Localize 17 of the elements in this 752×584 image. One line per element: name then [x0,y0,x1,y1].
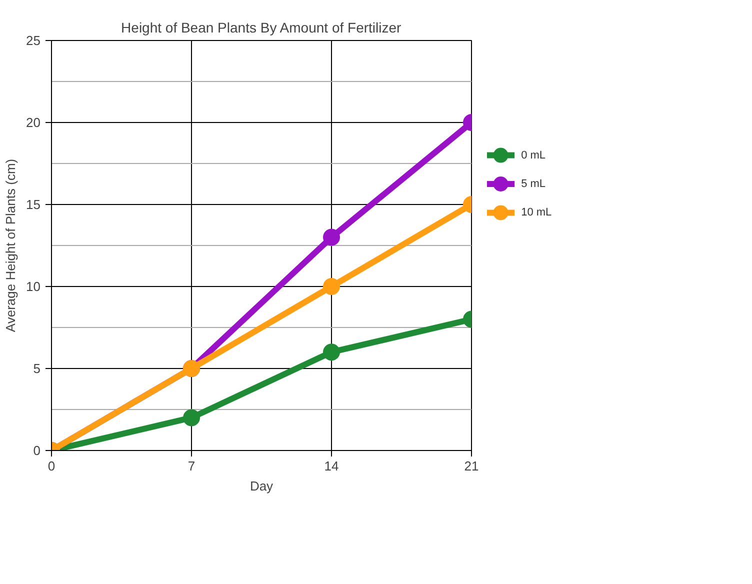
y-axis-title: Average Height of Plants (cm) [3,158,18,332]
legend-label: 10 mL [521,206,552,219]
y-tick-label: 5 [33,361,41,376]
y-tick-label: 20 [26,115,41,130]
x-axis-title: Day [250,478,274,494]
legend-label: 5 mL [521,178,546,190]
y-tick-label: 10 [26,279,41,294]
y-tick-label: 25 [26,33,41,48]
point [183,409,200,426]
chart-title: Height of Bean Plants By Amount of Fertilizer [121,20,402,36]
x-tick-label: 0 [48,458,56,474]
x-tick-label: 7 [188,458,196,474]
x-tick-label: 14 [324,458,339,474]
y-tick-label: 15 [26,197,41,212]
y-tick-label: 0 [33,443,41,458]
legend-label: 0 mL [521,149,546,162]
x-tick-label: 21 [464,458,479,474]
